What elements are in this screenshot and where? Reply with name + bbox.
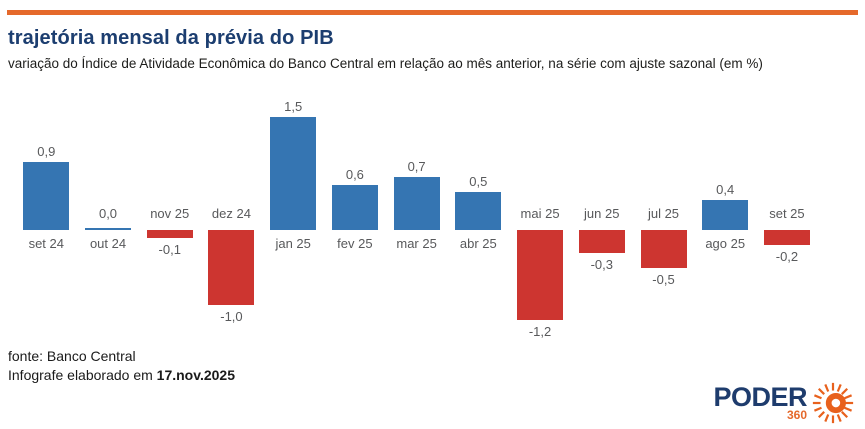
month-label-out-24: out 24 — [89, 236, 127, 251]
bar-abr-25 — [455, 192, 502, 230]
value-label-jul-25: -0,5 — [652, 272, 675, 287]
value-label-mai-25: -1,2 — [528, 324, 552, 339]
value-label-out-24: 0,0 — [98, 206, 118, 221]
value-label-nov-25: -0,1 — [158, 242, 181, 257]
month-label-fev-25: fev 25 — [337, 236, 373, 251]
value-label-set-25: -0,2 — [775, 249, 799, 264]
footer: fonte: Banco Central Infografe elaborado… — [8, 347, 235, 385]
value-label-fev-25: 0,6 — [345, 167, 364, 182]
logo-brand: PODER — [713, 382, 807, 412]
value-label-jan-25: 1,5 — [284, 99, 303, 114]
sunburst-icon — [812, 382, 854, 424]
value-label-ago-25: 0,4 — [716, 182, 735, 197]
bar-out-24 — [85, 228, 132, 230]
page-title: trajetória mensal da prévia do PIB — [8, 27, 334, 49]
bar-ago-25 — [702, 200, 749, 230]
value-label-set-24: 0,9 — [37, 144, 56, 159]
elaboration-date: 17.nov.2025 — [156, 367, 236, 383]
bar-set-24 — [23, 162, 70, 230]
month-label-set-24: set 24 — [28, 236, 64, 251]
month-label-mai-25: mai 25 — [520, 206, 560, 221]
month-label-abr-25: abr 25 — [459, 236, 497, 251]
bar-nov-25 — [146, 230, 193, 238]
bar-jul-25 — [640, 230, 687, 268]
value-label-jun-25: -0,3 — [590, 257, 613, 272]
month-label-ago-25: ago 25 — [705, 236, 746, 251]
month-label-jul-25: jul 25 — [647, 206, 680, 221]
bar-set-25 — [763, 230, 810, 245]
bar-jun-25 — [578, 230, 625, 253]
poder360-logo: PODER 360 — [713, 380, 856, 426]
elaboration-line: Infografe elaborado em 17.nov.2025 — [8, 366, 235, 385]
bar-dez-24 — [208, 230, 255, 305]
bar-mai-25 — [517, 230, 564, 320]
value-label-dez-24: -1,0 — [220, 309, 243, 324]
bar-fev-25 — [331, 185, 378, 230]
month-label-dez-24: dez 24 — [211, 206, 251, 221]
value-label-mar-25: 0,7 — [407, 159, 426, 174]
elaboration-prefix: Infografe elaborado em — [8, 367, 157, 383]
month-label-jun-25: jun 25 — [584, 206, 620, 221]
page-subtitle: variação do Índice de Atividade Econômic… — [8, 56, 763, 71]
month-label-nov-25: nov 25 — [150, 206, 190, 221]
value-label-abr-25: 0,5 — [469, 174, 488, 189]
source-line: fonte: Banco Central — [8, 348, 136, 364]
month-label-mar-25: mar 25 — [396, 236, 437, 251]
bar-jan-25 — [270, 117, 317, 230]
month-label-jan-25: jan 25 — [275, 236, 311, 251]
logo-text: PODER 360 — [713, 382, 807, 422]
bar-mar-25 — [393, 177, 440, 230]
bar-chart: 0,9 set 24 0,0 out 24 -0,1 nov 25 -1,0 dez 24 1,… — [0, 99, 865, 350]
month-label-set-25: set 25 — [769, 206, 805, 221]
top-accent-bar — [7, 10, 858, 15]
logo-suffix: 360 — [786, 408, 807, 422]
